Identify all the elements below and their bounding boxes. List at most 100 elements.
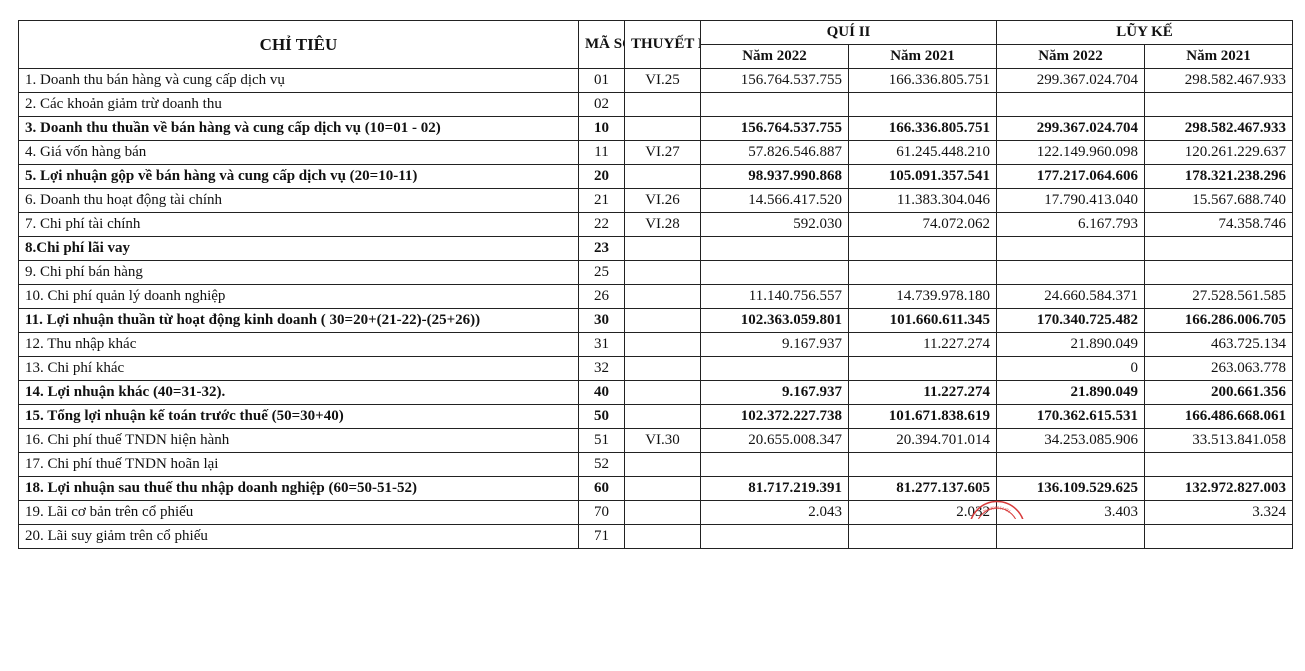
table-row: 3. Doanh thu thuần về bán hàng và cung c… <box>19 117 1293 141</box>
cell-q2_2021: 11.227.274 <box>849 381 997 405</box>
cell-q2_2022: 102.372.227.738 <box>701 405 849 429</box>
cell-q2_2021: 11.383.304.046 <box>849 189 997 213</box>
cell-code: 52 <box>579 453 625 477</box>
cell-q2_2022: 98.937.990.868 <box>701 165 849 189</box>
cell-lk_2021: 463.725.134 <box>1145 333 1293 357</box>
cell-q2_2021: 14.739.978.180 <box>849 285 997 309</box>
cell-label: 15. Tổng lợi nhuận kế toán trước thuế (5… <box>19 405 579 429</box>
table-row: 6. Doanh thu hoạt động tài chính21VI.261… <box>19 189 1293 213</box>
cell-lk_2021 <box>1145 453 1293 477</box>
cell-code: 10 <box>579 117 625 141</box>
cell-code: 40 <box>579 381 625 405</box>
cell-label: 7. Chi phí tài chính <box>19 213 579 237</box>
cell-lk_2022: 17.790.413.040 <box>997 189 1145 213</box>
cell-q2_2021: 166.336.805.751 <box>849 117 997 141</box>
cell-lk_2022: 21.890.049 <box>997 381 1145 405</box>
header-ma-so: MÃ SỐ <box>579 21 625 69</box>
cell-lk_2022: 177.217.064.606 <box>997 165 1145 189</box>
cell-note <box>625 93 701 117</box>
header-thuyet-minh: THUYẾT MINH <box>625 21 701 69</box>
cell-label: 19. Lãi cơ bản trên cổ phiếu <box>19 501 579 525</box>
cell-note <box>625 501 701 525</box>
cell-q2_2021: 105.091.357.541 <box>849 165 997 189</box>
header-lk-2022: Năm 2022 <box>997 45 1145 69</box>
cell-lk_2022: 3.403 <box>997 501 1145 525</box>
table-row: 20. Lãi suy giảm trên cổ phiếu71 <box>19 525 1293 549</box>
cell-lk_2021: 74.358.746 <box>1145 213 1293 237</box>
cell-lk_2022: 136.109.529.625 <box>997 477 1145 501</box>
cell-lk_2022 <box>997 261 1145 285</box>
cell-code: 70 <box>579 501 625 525</box>
cell-label: 18. Lợi nhuận sau thuế thu nhập doanh ng… <box>19 477 579 501</box>
cell-lk_2021: 178.321.238.296 <box>1145 165 1293 189</box>
table-row: 9. Chi phí bán hàng25 <box>19 261 1293 285</box>
header-q2-2022: Năm 2022 <box>701 45 849 69</box>
cell-lk_2021: 120.261.229.637 <box>1145 141 1293 165</box>
cell-label: 8.Chi phí lãi vay <box>19 237 579 261</box>
cell-q2_2022: 102.363.059.801 <box>701 309 849 333</box>
cell-note: VI.28 <box>625 213 701 237</box>
cell-note: VI.27 <box>625 141 701 165</box>
cell-lk_2021 <box>1145 93 1293 117</box>
table-row: 15. Tổng lợi nhuận kế toán trước thuế (5… <box>19 405 1293 429</box>
cell-q2_2022: 14.566.417.520 <box>701 189 849 213</box>
cell-code: 26 <box>579 285 625 309</box>
cell-note <box>625 477 701 501</box>
cell-q2_2021 <box>849 237 997 261</box>
cell-lk_2021 <box>1145 261 1293 285</box>
cell-q2_2022: 9.167.937 <box>701 381 849 405</box>
cell-lk_2022: 170.362.615.531 <box>997 405 1145 429</box>
cell-q2_2022: 57.826.546.887 <box>701 141 849 165</box>
cell-note <box>625 405 701 429</box>
cell-code: 30 <box>579 309 625 333</box>
cell-q2_2021: 101.671.838.619 <box>849 405 997 429</box>
cell-q2_2021: 20.394.701.014 <box>849 429 997 453</box>
cell-code: 32 <box>579 357 625 381</box>
cell-q2_2021: 74.072.062 <box>849 213 997 237</box>
cell-q2_2021: 2.032 <box>849 501 997 525</box>
cell-lk_2021: 166.286.006.705 <box>1145 309 1293 333</box>
cell-code: 25 <box>579 261 625 285</box>
cell-label: 1. Doanh thu bán hàng và cung cấp dịch v… <box>19 69 579 93</box>
cell-q2_2021 <box>849 453 997 477</box>
table-row: 12. Thu nhập khác319.167.93711.227.27421… <box>19 333 1293 357</box>
cell-lk_2022: 122.149.960.098 <box>997 141 1145 165</box>
cell-lk_2022: 0 <box>997 357 1145 381</box>
table-row: 1. Doanh thu bán hàng và cung cấp dịch v… <box>19 69 1293 93</box>
cell-note: VI.30 <box>625 429 701 453</box>
cell-q2_2022: 20.655.008.347 <box>701 429 849 453</box>
cell-code: 22 <box>579 213 625 237</box>
cell-note <box>625 453 701 477</box>
cell-code: 11 <box>579 141 625 165</box>
table-row: 7. Chi phí tài chính22VI.28592.03074.072… <box>19 213 1293 237</box>
table-row: 19. Lãi cơ bản trên cổ phiếu702.0432.032… <box>19 501 1293 525</box>
cell-label: 10. Chi phí quản lý doanh nghiệp <box>19 285 579 309</box>
table-row: 5. Lợi nhuận gộp về bán hàng và cung cấp… <box>19 165 1293 189</box>
cell-code: 21 <box>579 189 625 213</box>
cell-note <box>625 261 701 285</box>
cell-label: 17. Chi phí thuế TNDN hoãn lại <box>19 453 579 477</box>
cell-lk_2021: 15.567.688.740 <box>1145 189 1293 213</box>
cell-q2_2021 <box>849 357 997 381</box>
cell-label: 4. Giá vốn hàng bán <box>19 141 579 165</box>
cell-note: VI.26 <box>625 189 701 213</box>
cell-lk_2021: 3.324 <box>1145 501 1293 525</box>
cell-label: 11. Lợi nhuận thuần từ hoạt động kinh do… <box>19 309 579 333</box>
cell-label: 20. Lãi suy giảm trên cổ phiếu <box>19 525 579 549</box>
cell-q2_2022: 9.167.937 <box>701 333 849 357</box>
cell-lk_2022 <box>997 453 1145 477</box>
table-row: 14. Lợi nhuận khác (40=31-32).409.167.93… <box>19 381 1293 405</box>
cell-label: 2. Các khoản giảm trừ doanh thu <box>19 93 579 117</box>
cell-note <box>625 525 701 549</box>
cell-lk_2021: 200.661.356 <box>1145 381 1293 405</box>
cell-lk_2021: 27.528.561.585 <box>1145 285 1293 309</box>
cell-lk_2022: 6.167.793 <box>997 213 1145 237</box>
table-row: 8.Chi phí lãi vay23 <box>19 237 1293 261</box>
cell-q2_2022: 592.030 <box>701 213 849 237</box>
cell-label: 6. Doanh thu hoạt động tài chính <box>19 189 579 213</box>
cell-lk_2022 <box>997 525 1145 549</box>
header-lk-2021: Năm 2021 <box>1145 45 1293 69</box>
cell-note <box>625 165 701 189</box>
table-row: 4. Giá vốn hàng bán11VI.2757.826.546.887… <box>19 141 1293 165</box>
table-row: 17. Chi phí thuế TNDN hoãn lại52 <box>19 453 1293 477</box>
